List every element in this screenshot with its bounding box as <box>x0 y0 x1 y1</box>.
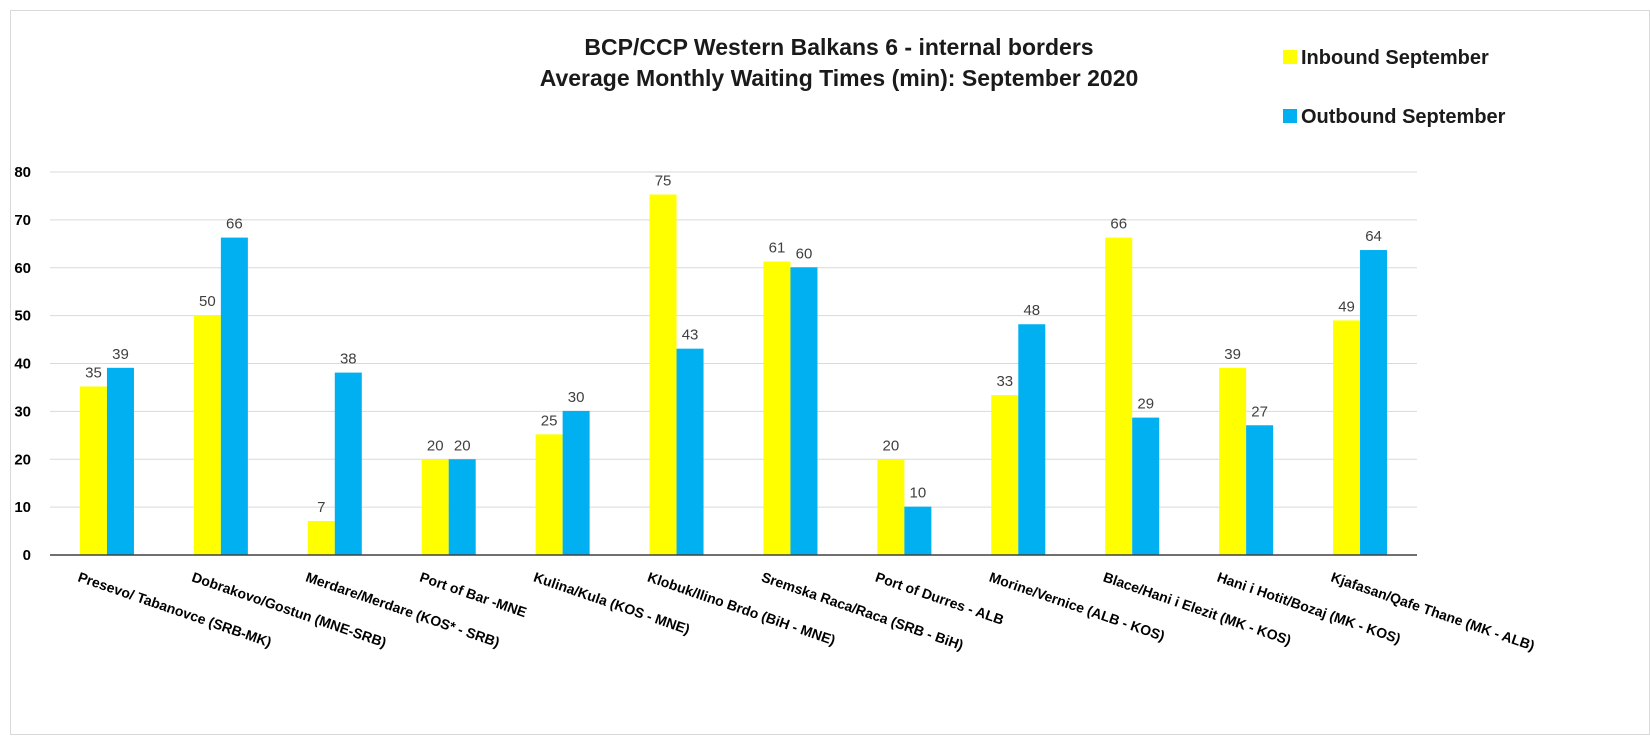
x-tick-label: Hani i Hotit/Bozaj (MK - KOS) <box>1215 569 1403 647</box>
bar-inbound <box>877 459 905 555</box>
y-tick-label: 10 <box>14 499 31 516</box>
bar-outbound <box>220 237 248 555</box>
data-label-inbound: 75 <box>655 173 672 190</box>
bar-outbound <box>448 459 476 555</box>
data-label-inbound: 33 <box>996 373 1013 390</box>
y-tick-label: 60 <box>14 260 31 277</box>
chart-frame: BCP/CCP Western Balkans 6 - internal bor… <box>10 10 1650 735</box>
bar-outbound <box>106 367 134 555</box>
data-label-inbound: 50 <box>199 293 216 310</box>
data-label-inbound: 49 <box>1338 298 1355 315</box>
legend-label-outbound: Outbound September <box>1301 106 1506 128</box>
bar-outbound <box>676 348 704 555</box>
bar-chart: BCP/CCP Western Balkans 6 - internal bor… <box>14 34 1537 654</box>
data-label-outbound: 66 <box>226 216 243 233</box>
y-tick-label: 50 <box>14 308 31 325</box>
bar-inbound <box>193 315 221 555</box>
data-label-inbound: 66 <box>1110 216 1127 233</box>
bar-outbound <box>1018 324 1046 555</box>
legend-swatch-outbound <box>1283 109 1297 123</box>
x-axis-ticks: Presevo/ Tabanovce (SRB-MK)Dobrakovo/Gos… <box>76 569 1537 654</box>
data-labels: 35 39 50 66 7 38 20 20 25 30 75 43 61 60 20 10 33 48 66 29 3… <box>85 173 1382 517</box>
data-label-outbound: 60 <box>796 245 813 262</box>
x-tick-label: Merdare/Merdare (KOS* - SRB) <box>304 569 502 650</box>
bar-outbound <box>1246 425 1274 555</box>
x-tick-label: Sremska Raca/Raca (SRB - BiH) <box>759 569 965 653</box>
bar-inbound <box>649 194 677 555</box>
data-label-inbound: 20 <box>883 437 900 454</box>
bar-inbound <box>307 521 335 555</box>
chart-title-line-2: Average Monthly Waiting Times (min): Sep… <box>540 65 1139 91</box>
chart-title-line-1: BCP/CCP Western Balkans 6 - internal bor… <box>584 34 1093 60</box>
x-tick-label: Presevo/ Tabanovce (SRB-MK) <box>76 569 274 650</box>
bar-outbound <box>1360 250 1388 555</box>
bar-outbound <box>334 372 362 555</box>
bar-outbound <box>904 506 932 555</box>
bars <box>79 194 1388 555</box>
bar-outbound <box>1132 417 1160 555</box>
data-label-inbound: 20 <box>427 437 444 454</box>
bar-outbound <box>562 410 590 555</box>
bar-inbound <box>763 261 791 555</box>
data-label-outbound: 38 <box>340 351 357 368</box>
x-tick-label: Klobuk/Ilino Brdo (BiH - MNE) <box>646 569 838 648</box>
bar-inbound <box>79 386 107 555</box>
data-label-inbound: 39 <box>1224 346 1241 363</box>
y-tick-label: 0 <box>23 547 31 564</box>
bar-inbound <box>991 395 1019 555</box>
bar-outbound <box>790 267 818 555</box>
gridlines <box>50 171 1417 508</box>
legend-swatch-inbound <box>1283 50 1297 64</box>
y-tick-label: 80 <box>14 164 31 181</box>
data-label-outbound: 29 <box>1137 396 1154 413</box>
bar-inbound <box>1333 320 1361 555</box>
data-label-outbound: 48 <box>1023 302 1040 319</box>
bar-inbound <box>1105 237 1133 555</box>
legend-label-inbound: Inbound September <box>1301 47 1489 69</box>
data-label-outbound: 39 <box>112 346 129 363</box>
chart-title: BCP/CCP Western Balkans 6 - internal bor… <box>540 34 1139 91</box>
data-label-inbound: 25 <box>541 412 558 429</box>
y-tick-label: 40 <box>14 356 31 373</box>
data-label-outbound: 64 <box>1365 228 1382 245</box>
x-tick-label: Kjafasan/Qafe Thane (MK - ALB) <box>1329 569 1537 654</box>
legend: Inbound September Outbound September <box>1283 47 1506 128</box>
x-tick-label: Blace/Hani i Elezit (MK - KOS) <box>1101 569 1293 648</box>
data-label-inbound: 61 <box>769 240 786 257</box>
bar-inbound <box>1219 367 1247 555</box>
bar-inbound <box>535 434 563 555</box>
data-label-inbound: 7 <box>317 499 325 516</box>
data-label-outbound: 20 <box>454 437 471 454</box>
data-label-outbound: 27 <box>1251 403 1268 420</box>
y-axis-ticks: 0 10 20 30 40 50 60 70 80 <box>14 164 31 564</box>
data-label-outbound: 30 <box>568 389 585 406</box>
data-label-inbound: 35 <box>85 364 102 381</box>
bar-inbound <box>421 459 449 555</box>
y-tick-label: 20 <box>14 451 31 468</box>
x-tick-label: Dobrakovo/Gostun (MNE-SRB) <box>190 569 389 651</box>
data-label-outbound: 43 <box>682 327 699 344</box>
y-tick-label: 70 <box>14 212 31 229</box>
data-label-outbound: 10 <box>910 485 927 502</box>
y-tick-label: 30 <box>14 403 31 420</box>
